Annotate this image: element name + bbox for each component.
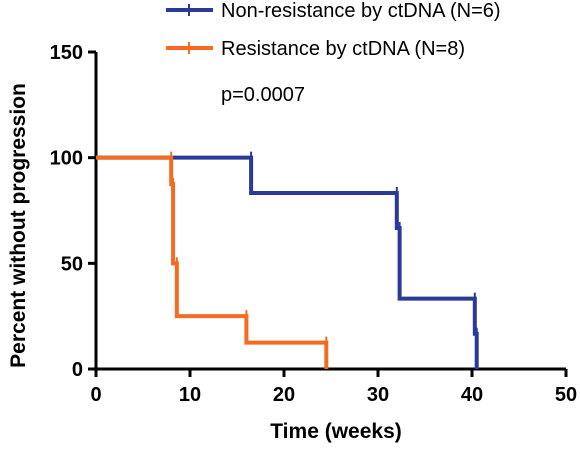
x-tick-label: 20 [273,384,295,406]
legend-label-resistance: Resistance by ctDNA (N=8) [221,38,465,60]
x-tick-label: 10 [179,384,201,406]
km-curve-non-resistance [96,155,479,369]
y-tick-label: 50 [61,253,83,275]
series-lines [96,151,479,369]
y-tick-label: 0 [72,359,83,381]
x-tick-label: 30 [367,384,389,406]
y-axis-title: Percent without progression [7,83,30,368]
x-tick-label: 0 [90,384,101,406]
y-tick-label: 100 [50,148,83,170]
km-curve-resistance [96,155,329,369]
y-tick-label: 150 [50,42,83,64]
x-axis-title: Time (weeks) [270,420,402,443]
legend: Non-resistance by ctDNA (N=6) Resistance… [166,0,501,106]
ticks: 0 10 20 30 40 50 0 50 100 150 [50,42,578,406]
axes [94,52,566,371]
p-value-annotation: p=0.0007 [221,84,305,106]
x-tick-label: 50 [555,384,577,406]
legend-label-non-resistance: Non-resistance by ctDNA (N=6) [221,0,501,22]
x-tick-label: 40 [461,384,483,406]
